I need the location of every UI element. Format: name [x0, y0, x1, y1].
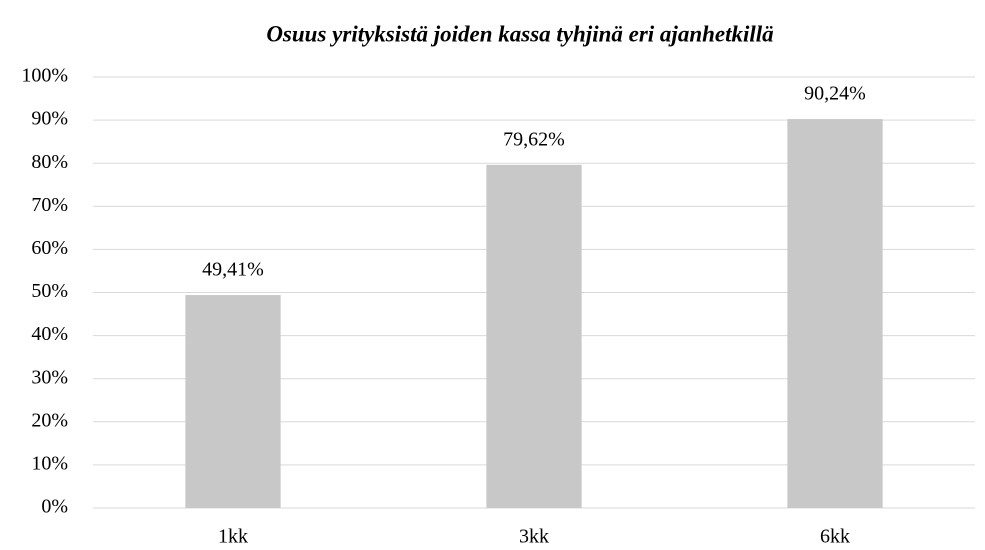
y-tick-label: 0%: [41, 496, 68, 518]
bar: [486, 164, 582, 508]
y-tick-label: 100%: [21, 65, 68, 87]
y-tick-label: 90%: [31, 108, 68, 130]
data-label: 90,24%: [804, 83, 866, 105]
y-tick-label: 80%: [31, 151, 68, 173]
bar: [787, 119, 883, 508]
x-tick-label: 6kk: [820, 526, 850, 548]
chart-title: Osuus yrityksistä joiden kassa tyhjinä e…: [266, 21, 773, 46]
y-tick-label: 20%: [31, 409, 68, 431]
y-tick-label: 30%: [31, 366, 68, 388]
x-tick-label: 3kk: [519, 526, 549, 548]
y-tick-label: 40%: [31, 323, 68, 345]
y-tick-label: 70%: [31, 194, 68, 216]
y-tick-label: 50%: [31, 280, 68, 302]
y-tick-label: 60%: [31, 237, 68, 259]
y-tick-label: 10%: [31, 452, 68, 474]
bar: [185, 295, 281, 508]
data-label: 79,62%: [503, 128, 565, 150]
data-label: 49,41%: [202, 259, 264, 281]
x-tick-label: 1kk: [218, 526, 248, 548]
